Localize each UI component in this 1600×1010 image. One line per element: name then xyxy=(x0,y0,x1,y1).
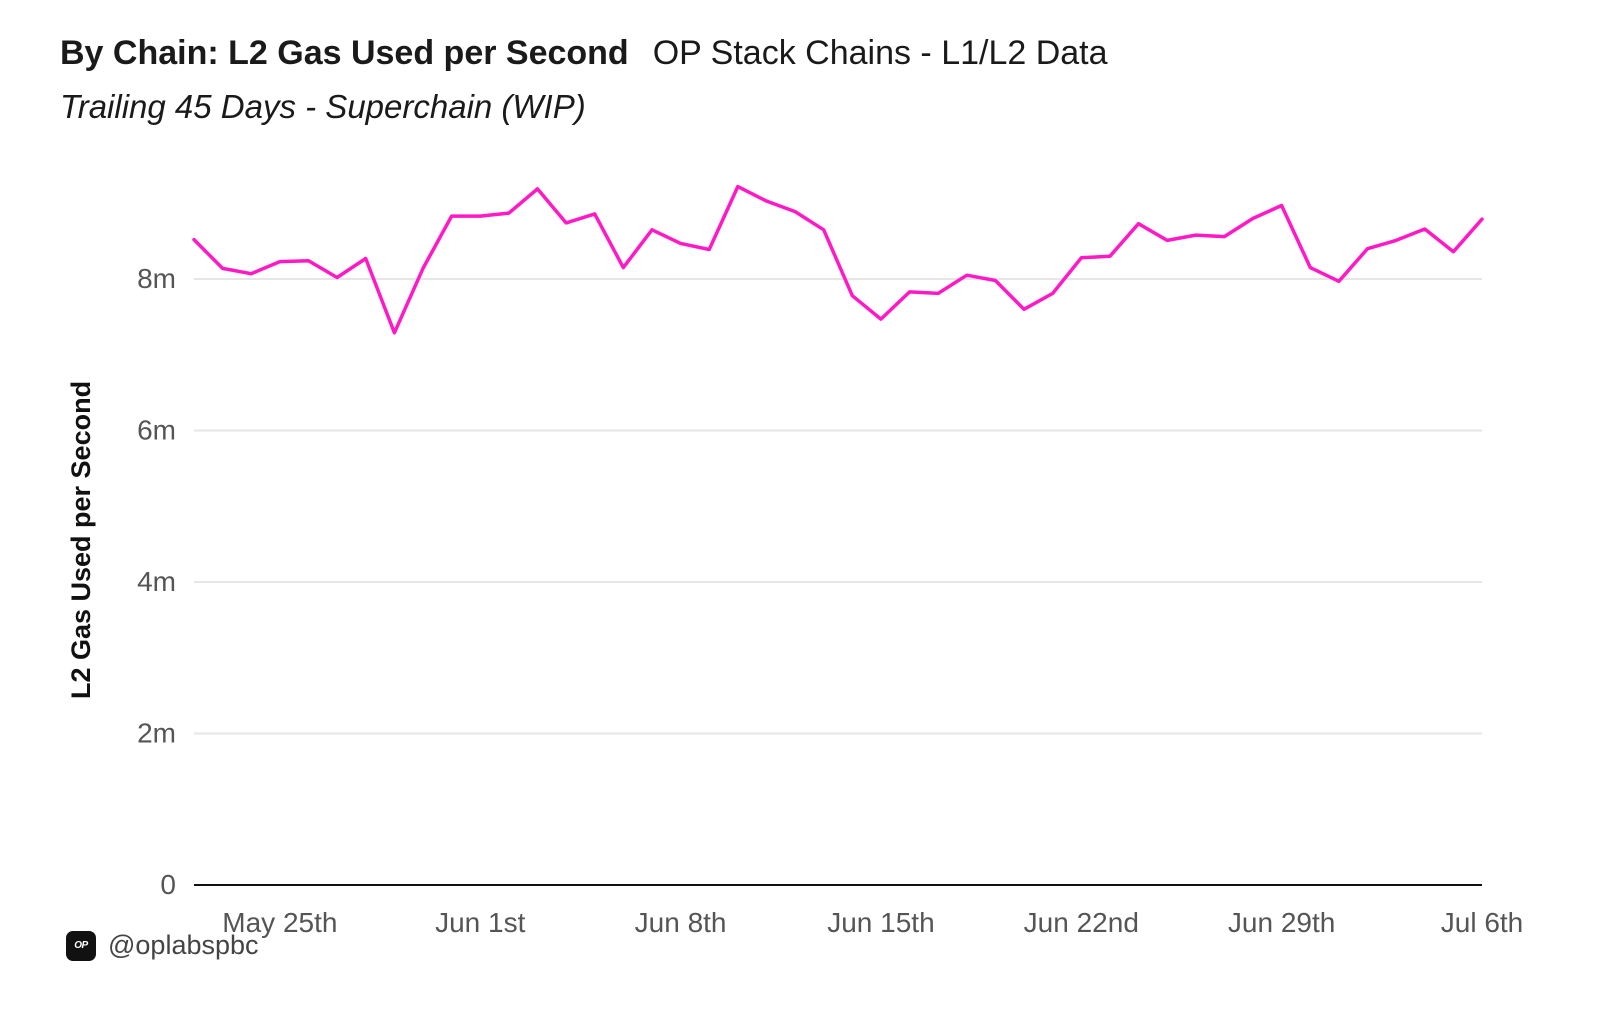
tick-labels: 0 2m 4m 6m 8m May 25th Jun 1st Jun 8th Jun 15th J… xyxy=(137,263,1523,938)
y-tick-label: 6m xyxy=(137,415,176,446)
x-tick-label: Jun 22nd xyxy=(1024,907,1139,938)
x-tick-label: Jul 6th xyxy=(1441,907,1524,938)
chart-header: By Chain: L2 Gas Used per Second OP Stack… xyxy=(60,30,1540,130)
op-labs-logo-icon: OP xyxy=(66,930,96,961)
y-tick-label: 8m xyxy=(137,263,176,294)
y-tick-label: 2m xyxy=(137,718,176,749)
title-row: By Chain: L2 Gas Used per Second OP Stack… xyxy=(60,30,1540,76)
x-tick-label: Jun 15th xyxy=(827,907,934,938)
x-tick-label: May 25th xyxy=(222,907,337,938)
chart-subtitle: Trailing 45 Days - Superchain (WIP) xyxy=(60,88,586,125)
series-layer xyxy=(192,184,1484,335)
series-line xyxy=(192,184,1484,335)
x-tick-label: Jun 8th xyxy=(635,907,727,938)
gridlines xyxy=(194,278,1482,735)
x-tick-label: Jun 29th xyxy=(1228,907,1335,938)
y-tick-label: 4m xyxy=(137,566,176,597)
y-axis-title: L2 Gas Used per Second xyxy=(66,381,96,699)
y-tick-label: 0 xyxy=(160,869,176,900)
chart-source: OP Stack Chains - L1/L2 Data xyxy=(652,34,1108,72)
x-tick-label: Jun 1st xyxy=(435,907,525,938)
chart-title: By Chain: L2 Gas Used per Second xyxy=(60,34,629,72)
footer: OP @oplabspbc xyxy=(66,930,259,961)
footer-handle: @oplabspbc xyxy=(108,930,259,960)
